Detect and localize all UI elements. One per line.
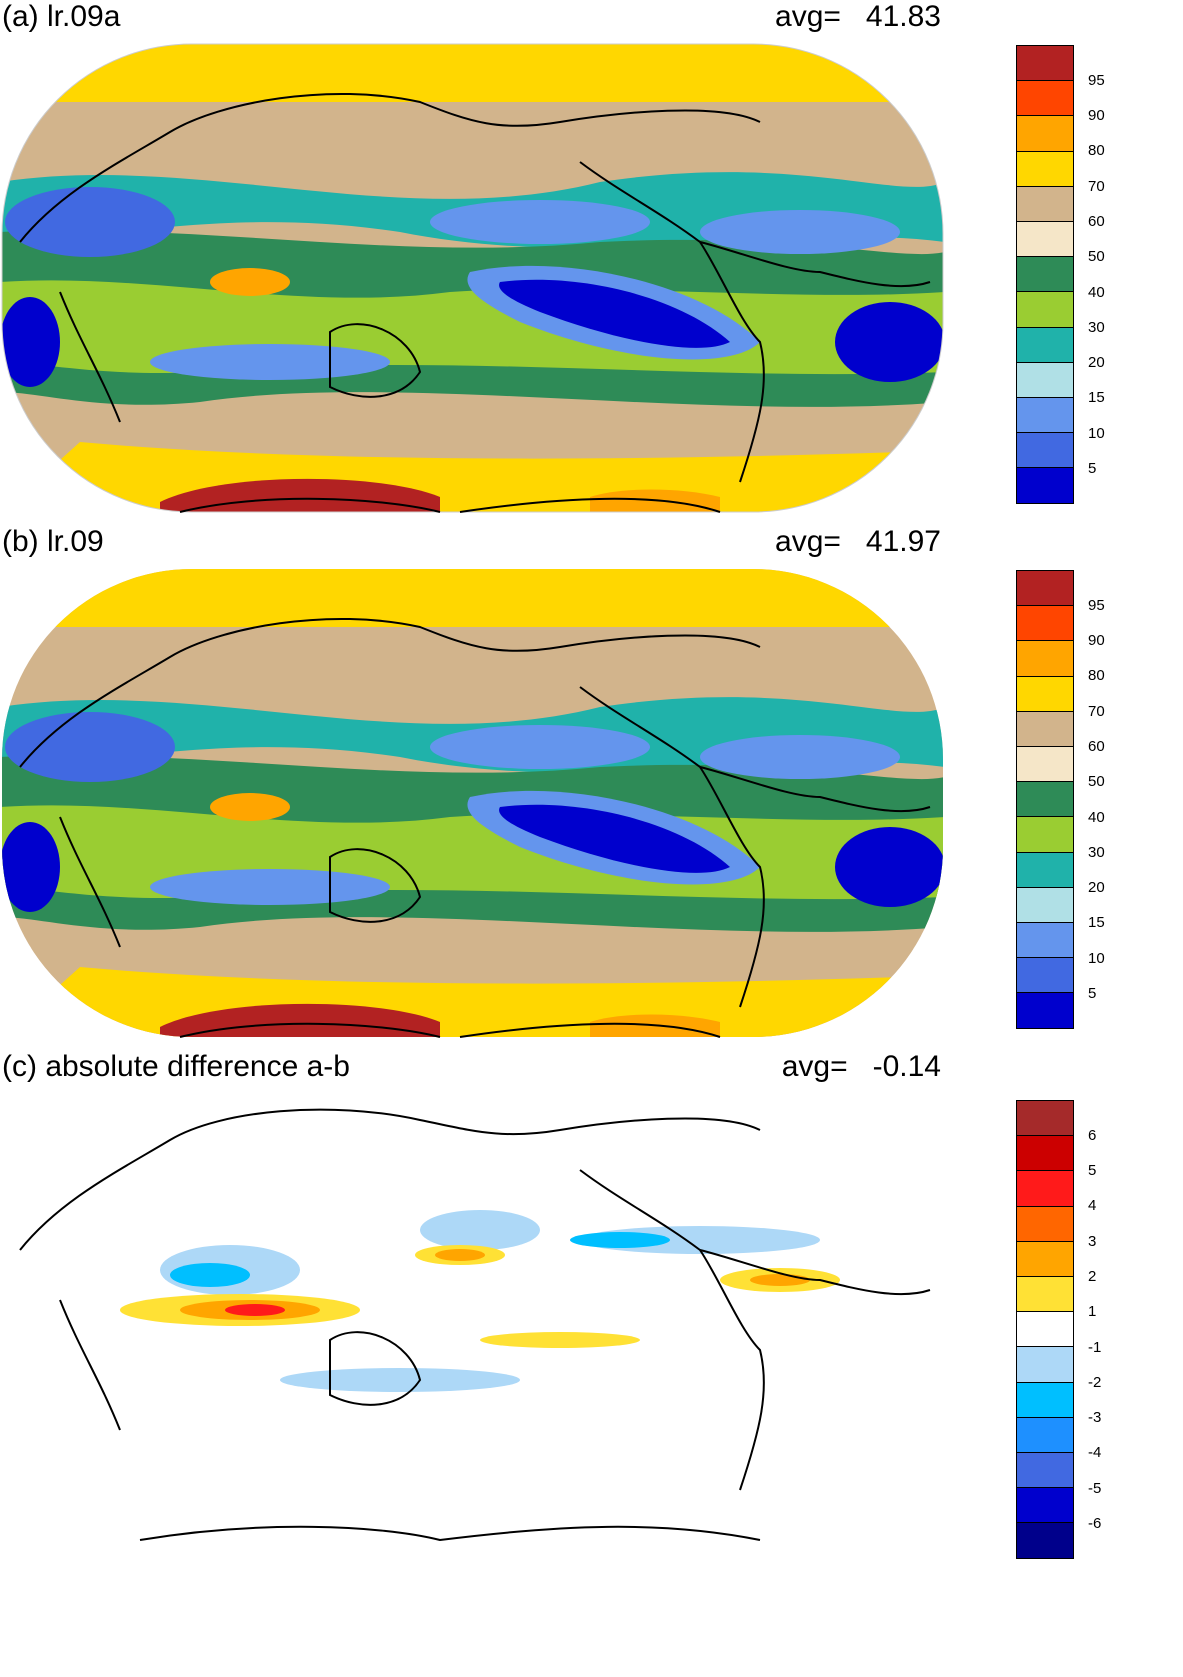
map-field-a — [1, 43, 944, 513]
map-field-c — [2, 1102, 943, 1570]
colorbar-swatch — [1017, 1488, 1073, 1524]
avg-value: 41.97 — [865, 525, 941, 558]
colorbar-label: 10 — [1088, 425, 1105, 442]
colorbar-label: 90 — [1088, 107, 1105, 124]
colorbar-swatch — [1017, 292, 1073, 328]
colorbar-swatch — [1017, 1382, 1073, 1418]
colorbar-label: 50 — [1088, 773, 1105, 790]
avg-value: -0.14 — [872, 1050, 941, 1083]
colorbar-label: 90 — [1088, 632, 1105, 649]
coastlines — [19, 1108, 931, 1542]
colorbar-swatch — [1017, 1452, 1073, 1489]
colorbar-label: 5 — [1088, 460, 1097, 477]
coastlines — [19, 92, 931, 513]
colorbar-label: 15 — [1088, 389, 1105, 406]
colorbar-label: 2 — [1088, 1268, 1097, 1285]
colorbar-label: 6 — [1088, 1127, 1097, 1144]
map-field-b — [2, 569, 943, 1038]
colorbar-swatch — [1017, 676, 1073, 712]
colorbar-swatch — [1017, 922, 1073, 959]
colorbar-label: 80 — [1088, 142, 1105, 159]
colorbar-label: -1 — [1088, 1339, 1102, 1356]
panel-avg: avg= 41.97 — [775, 525, 941, 559]
colorbar-label: 30 — [1088, 844, 1105, 861]
colorbar-swatch — [1017, 257, 1073, 293]
panel-title: (a) lr.09a — [2, 0, 121, 33]
colorbar-swatch — [1017, 782, 1073, 818]
colorbar-swatch — [1017, 116, 1073, 152]
avg-value: 41.83 — [865, 0, 941, 33]
colorbar-label: 70 — [1088, 178, 1105, 195]
colorbar-label: 40 — [1088, 284, 1105, 301]
colorbar-swatch — [1017, 221, 1073, 258]
colorbar-swatch — [1017, 958, 1073, 994]
avg-label: avg= — [781, 1050, 848, 1083]
colorbar-label: -4 — [1088, 1444, 1102, 1461]
colorbar-swatch — [1017, 1136, 1073, 1172]
coastlines — [19, 617, 931, 1038]
colorbar-swatch — [1017, 817, 1073, 853]
colorbar-label: 10 — [1088, 950, 1105, 967]
colorbar-swatch — [1017, 746, 1073, 783]
colorbar-swatch — [1017, 606, 1073, 642]
colorbar-b: 95 90 80 70 60 50 40 30 20 15 10 5 — [1016, 570, 1105, 1030]
panel-avg: avg= -0.14 — [782, 1050, 941, 1084]
colorbar-label: 40 — [1088, 809, 1105, 826]
colorbar-swatch — [1017, 327, 1073, 363]
colorbar-swatch — [1017, 397, 1073, 434]
colorbar-swatch — [1017, 1523, 1073, 1559]
colorbar-label: 50 — [1088, 248, 1105, 265]
colorbar-label: 20 — [1088, 354, 1105, 371]
colorbar-a: 95 90 80 70 60 50 40 30 20 15 10 5 — [1016, 45, 1105, 505]
colorbar-label: -3 — [1088, 1409, 1102, 1426]
colorbar-label: 60 — [1088, 738, 1105, 755]
colorbar-c: 6 5 4 3 2 1 -1 -2 -3 -4 -5 -6 — [1016, 1100, 1101, 1560]
colorbar-swatch — [1017, 1171, 1073, 1207]
colorbar-label: -2 — [1088, 1374, 1102, 1391]
panel-avg: avg= 41.83 — [775, 0, 941, 34]
colorbar-swatch — [1017, 711, 1073, 747]
colorbar-swatch — [1017, 1347, 1073, 1383]
colorbar-label: 95 — [1088, 597, 1105, 614]
colorbar-label: 5 — [1088, 985, 1097, 1002]
colorbar-label: 15 — [1088, 914, 1105, 931]
colorbar-swatch — [1017, 433, 1073, 469]
colorbar-swatch — [1017, 81, 1073, 117]
colorbar-swatch — [1017, 571, 1073, 607]
panel-title: (c) absolute difference a-b — [2, 1050, 350, 1083]
colorbar-label: 60 — [1088, 213, 1105, 230]
colorbar-swatch — [1017, 993, 1073, 1029]
colorbar-label: 5 — [1088, 1162, 1097, 1179]
colorbar-label: 80 — [1088, 667, 1105, 684]
colorbar-swatch — [1017, 887, 1073, 923]
colorbar-swatch — [1017, 852, 1073, 888]
colorbar-swatch — [1017, 1241, 1073, 1277]
colorbar-swatch — [1017, 186, 1073, 222]
colorbar-swatch — [1017, 1312, 1073, 1348]
avg-label: avg= — [775, 525, 841, 558]
colorbar-label: 3 — [1088, 1233, 1097, 1250]
colorbar-swatch — [1017, 1417, 1073, 1453]
colorbar-swatch — [1017, 1101, 1073, 1137]
colorbar-label: 4 — [1088, 1197, 1097, 1214]
colorbar-swatch — [1017, 1276, 1073, 1313]
colorbar-swatch — [1017, 641, 1073, 677]
colorbar-label: 30 — [1088, 319, 1105, 336]
colorbar-swatch — [1017, 362, 1073, 398]
colorbar-label: 1 — [1088, 1303, 1097, 1320]
panel-title: (b) lr.09 — [2, 525, 104, 558]
colorbar-label: 70 — [1088, 703, 1105, 720]
colorbar-label: 20 — [1088, 879, 1105, 896]
colorbar-swatch — [1017, 1206, 1073, 1242]
avg-label: avg= — [775, 0, 841, 33]
colorbar-label: -5 — [1088, 1480, 1102, 1497]
colorbar-swatch — [1017, 46, 1073, 82]
colorbar-label: 95 — [1088, 72, 1105, 89]
colorbar-label: -6 — [1088, 1515, 1102, 1532]
colorbar-swatch — [1017, 151, 1073, 187]
colorbar-swatch — [1017, 468, 1073, 504]
